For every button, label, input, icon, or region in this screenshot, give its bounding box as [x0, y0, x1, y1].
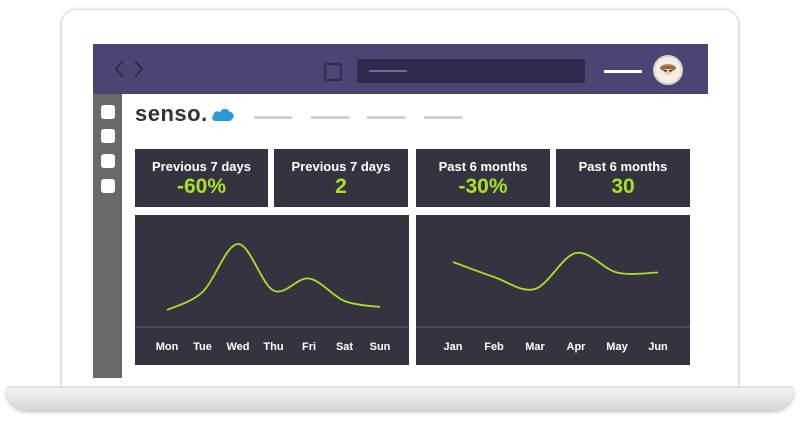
x-tick-label: Fri [302, 341, 316, 353]
x-tick-label: Jun [648, 341, 668, 353]
laptop-base [6, 388, 794, 410]
stat-label: Past 6 months [438, 159, 528, 174]
x-tick-label: Apr [567, 341, 587, 353]
nav-item-2[interactable] [311, 116, 349, 119]
x-tick-label: Thu [263, 341, 283, 353]
x-tick-label: Sat [336, 341, 353, 353]
x-tick-label: Mon [156, 341, 179, 353]
stat-label: Previous 7 days [291, 159, 391, 174]
x-tick-label: Tue [193, 341, 212, 353]
weekly-chart-panel: Mon Tue Wed Thu Fri Sat Sun [135, 215, 409, 365]
nav-item-3[interactable] [367, 116, 405, 119]
stat-card-4: Past 6 months 30 [556, 149, 690, 207]
cloud-icon [211, 108, 234, 121]
sidebar-item-1[interactable] [101, 105, 115, 119]
user-name-line [604, 70, 642, 73]
monthly-chart-panel: Jan Feb Mar Apr May Jun [416, 215, 690, 365]
search-bar[interactable] [357, 59, 585, 83]
x-tick-label: Jan [444, 341, 463, 353]
x-tick-label: Feb [484, 341, 504, 353]
top-bar [93, 44, 708, 94]
series-line [452, 252, 659, 291]
code-brackets-icon[interactable] [113, 58, 145, 80]
stat-value: 30 [611, 175, 635, 198]
logo[interactable]: senso. [135, 100, 236, 128]
screen: senso. Previous 7 days -60% Previous 7 d… [93, 44, 708, 378]
stat-value: -30% [458, 175, 508, 198]
nav-item-1[interactable] [254, 116, 292, 119]
monthly-line-chart: Jan Feb Mar Apr May Jun [416, 252, 690, 353]
nav-item-4[interactable] [424, 116, 462, 119]
sidebar-item-2[interactable] [101, 129, 115, 143]
weekly-line-chart: Mon Tue Wed Thu Fri Sat Sun [135, 243, 409, 353]
x-tick-label: Mar [525, 341, 545, 353]
avatar[interactable] [653, 55, 683, 85]
stat-label: Past 6 months [578, 159, 668, 174]
x-tick-label: Wed [226, 341, 249, 353]
x-tick-label: Sun [370, 341, 391, 353]
sidebar-item-4[interactable] [101, 179, 115, 193]
sidebar [93, 94, 122, 378]
stat-card-1: Previous 7 days -60% [135, 149, 268, 207]
search-bar-placeholder-line [369, 70, 407, 72]
sidebar-item-3[interactable] [101, 154, 115, 168]
stat-value: -60% [176, 175, 227, 198]
stat-card-3: Past 6 months -30% [416, 149, 550, 207]
logo-text: senso. [135, 101, 208, 126]
series-line [166, 243, 381, 311]
stat-value: 2 [335, 175, 347, 198]
x-tick-label: May [606, 341, 628, 353]
avatar-image [660, 64, 676, 75]
window-square-icon[interactable] [324, 63, 342, 81]
stat-card-2: Previous 7 days 2 [274, 149, 408, 207]
stat-label: Previous 7 days [152, 159, 251, 174]
